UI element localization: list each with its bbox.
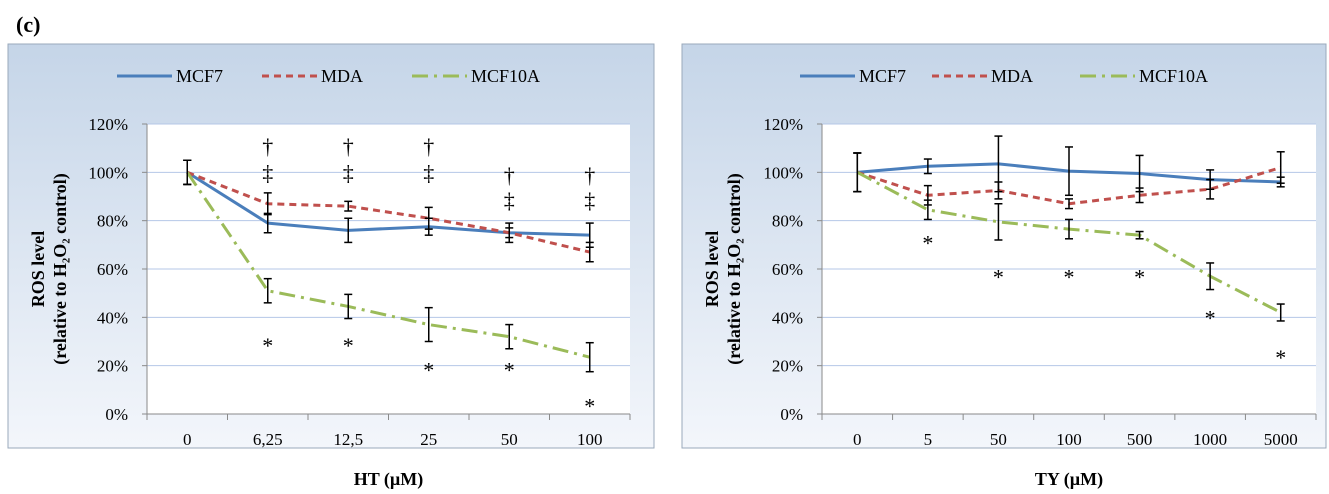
significance-mark: ‡ [423,160,434,185]
significance-mark: * [1064,264,1075,289]
significance-mark: ‡ [584,188,595,213]
y-axis-title: (relative to H₂O₂ control) [50,173,71,365]
error-bar-mcf10a [1135,230,1144,240]
x-tick-label: 0 [853,430,862,449]
error-bar-mda [1206,178,1215,200]
x-axis-title: TY (µM) [1035,469,1103,490]
y-tick-label: 40% [97,308,128,327]
significance-mark: * [1275,345,1286,370]
y-axis-title: ROS level [28,231,48,308]
error-bar-mda [585,241,594,263]
significance-mark: * [423,357,434,382]
y-tick-label: 0% [105,405,128,424]
error-bar-mda [1135,187,1144,204]
panel-label: (c) [16,12,41,37]
error-bar-mcf7 [923,158,932,175]
x-tick-label: 5 [924,430,933,449]
significance-mark: * [993,264,1004,289]
error-bar-mcf10a [424,306,433,343]
legend-label-mda: MDA [991,66,1033,86]
error-bar-mda [424,206,433,230]
x-tick-label: 500 [1127,430,1153,449]
error-bar-mcf10a [263,277,272,304]
x-tick-label: 100 [1056,430,1082,449]
series-line-mcf7 [186,171,590,237]
error-bar-mcf10a [344,293,353,320]
significance-mark: * [1134,264,1145,289]
error-bar-mda [994,181,1003,200]
error-bar-mcf10a [853,152,862,193]
significance-mark: ‡ [262,160,273,185]
significance-mark: * [343,333,354,358]
significance-mark: † [262,134,273,159]
y-tick-label: 80% [772,212,803,231]
error-bar-mcf10a [1065,218,1073,240]
significance-mark: * [1205,305,1216,330]
y-tick-label: 120% [88,115,128,134]
error-bar-mda [505,227,514,239]
x-tick-label: 6,25 [253,430,283,449]
y-tick-label: 120% [763,115,803,134]
error-bar-mcf10a [183,159,192,186]
error-bar-mcf10a [994,203,1003,241]
error-bar-mda [263,192,272,216]
legend-label-mda: MDA [321,66,363,86]
y-axis-title: ROS level [702,231,722,308]
y-axis-title: (relative to H₂O₂ control) [724,173,745,365]
y-tick-label: 100% [763,163,803,182]
x-tick-label: 1000 [1193,430,1227,449]
x-tick-label: 5000 [1264,430,1298,449]
significance-mark: ‡ [504,188,515,213]
error-bar-mda [1065,198,1073,210]
significance-mark: † [584,163,595,188]
x-axis-title: HT (µM) [354,469,424,490]
significance-mark: * [262,333,273,358]
significance-mark: * [584,394,595,419]
significance-mark: † [343,134,354,159]
legend-label-mcf7: MCF7 [176,66,223,86]
y-tick-label: 20% [772,357,803,376]
y-tick-label: 20% [97,357,128,376]
error-bar-mcf7 [1065,146,1073,197]
error-bar-mcf10a [505,323,514,350]
significance-mark: † [423,134,434,159]
legend-label-mcf10a: MCF10A [471,66,540,86]
x-tick-label: 50 [990,430,1007,449]
x-tick-label: 0 [183,430,192,449]
y-tick-label: 60% [772,260,803,279]
x-tick-label: 100 [577,430,603,449]
y-tick-label: 40% [772,308,803,327]
legend-label-mcf10a: MCF10A [1139,66,1208,86]
legend-label-mcf7: MCF7 [859,66,906,86]
x-tick-label: 12,5 [333,430,363,449]
error-bar-mda [344,200,353,212]
significance-mark: † [504,163,515,188]
error-bar-mcf10a [1276,303,1285,322]
x-tick-label: 50 [501,430,518,449]
error-bar-mcf10a [1206,262,1215,291]
y-tick-label: 0% [780,405,803,424]
significance-mark: * [504,357,515,382]
y-tick-label: 80% [97,212,128,231]
error-bar-mcf10a [585,341,594,373]
y-tick-label: 100% [88,163,128,182]
chart-panel-1: 0% 20% 40% 60% 80% 100% 120% 0 6,25 12,5 25 50 100 HT… [7,43,655,490]
significance-mark: * [922,230,933,255]
error-bar-mcf7 [344,217,353,244]
y-tick-label: 60% [97,260,128,279]
error-bar-mcf10a [923,199,932,221]
x-tick-label: 25 [420,430,437,449]
significance-mark: ‡ [343,160,354,185]
series-line-mda [186,170,591,254]
error-bar-mda [1276,151,1285,184]
chart-panel-2: 0% 20% 40% 60% 80% 100% 120% 0 5 50 100 500 1000 5000… [681,43,1327,490]
